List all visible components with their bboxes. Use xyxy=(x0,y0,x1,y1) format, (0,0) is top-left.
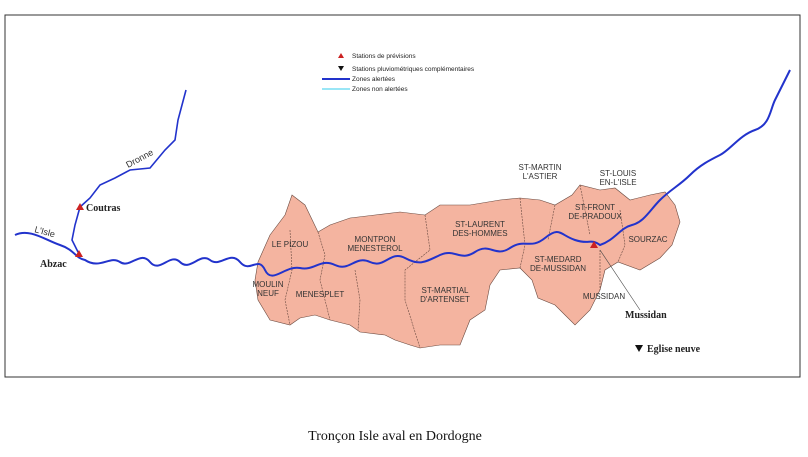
leader-line xyxy=(599,249,641,311)
legend: Stations de prévisions Stations pluviomé… xyxy=(322,53,475,93)
station-marker xyxy=(635,345,643,352)
station-marker xyxy=(75,250,83,257)
commune-label: ST-LAURENT DES-HOMMES xyxy=(452,220,507,238)
legend-label: Zones alertées xyxy=(352,76,396,83)
legend-label: Stations pluviométriques complémentaires xyxy=(352,66,475,73)
legend-label: Zones non alertées xyxy=(352,86,408,93)
commune-label: ST-MEDARD DE-MUSSIDAN xyxy=(530,255,586,273)
commune-label: ST-MARTIN L'ASTIER xyxy=(519,163,562,181)
communes-area xyxy=(254,184,681,349)
station-label: Coutras xyxy=(86,203,121,214)
commune-label: ST-LOUIS EN-L'ISLE xyxy=(599,169,636,187)
station-marker xyxy=(76,203,84,210)
commune-label: MUSSIDAN xyxy=(583,292,625,301)
caption: Tronçon Isle aval en Dordogne xyxy=(308,429,482,444)
commune-label: LE PIZOU xyxy=(272,240,309,249)
station-label: Mussidan xyxy=(625,310,667,321)
commune-labels: LE PIZOU MOULIN NEUF MENESPLET MONTPON MEN… xyxy=(252,163,667,304)
legend-label: Stations de prévisions xyxy=(352,53,416,60)
commune-label: ST-MARTIAL D'ARTENSET xyxy=(420,286,470,304)
commune-label: SOURZAC xyxy=(628,235,667,244)
river-dronne xyxy=(71,89,187,255)
commune-label: ST-FRONT DE-PRADOUX xyxy=(568,203,622,221)
legend-marker xyxy=(338,53,344,58)
station-label: Eglise neuve xyxy=(647,344,701,355)
commune-label: MOULIN NEUF xyxy=(252,280,283,298)
commune-label: MENESPLET xyxy=(296,290,345,299)
river-isle xyxy=(14,69,791,277)
commune-label: MONTPON MENESTEROL xyxy=(347,235,403,253)
station-label: Abzac xyxy=(40,259,67,270)
station-marker xyxy=(590,241,598,248)
legend-marker xyxy=(338,66,344,71)
